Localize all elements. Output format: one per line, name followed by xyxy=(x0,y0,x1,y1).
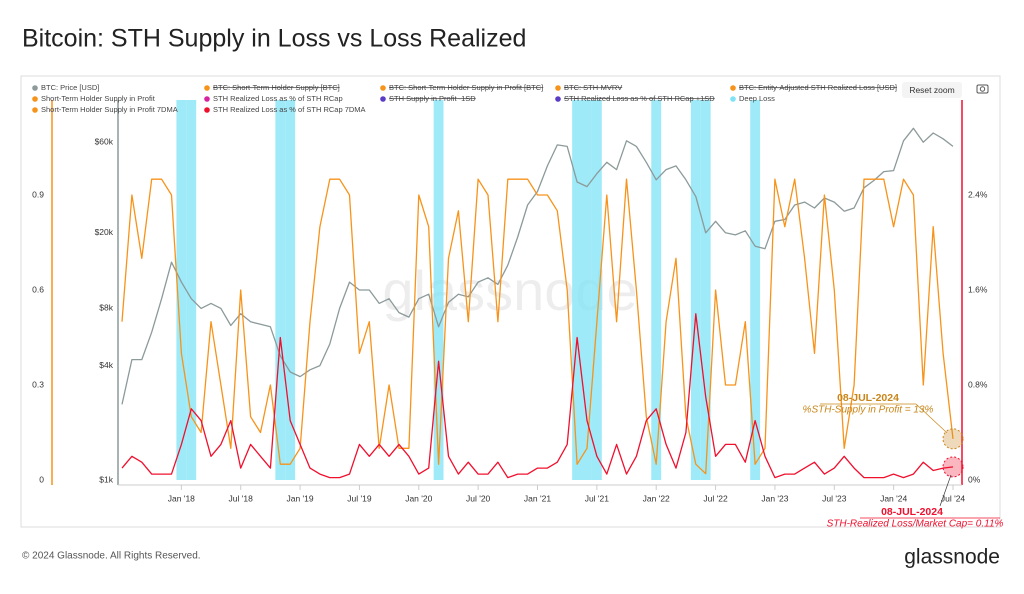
legend-label[interactable]: Short-Term Holder Supply in Profit xyxy=(41,94,156,103)
legend-label[interactable]: BTC: Price [USD] xyxy=(41,83,99,92)
legend-symbol[interactable] xyxy=(380,85,386,91)
legend-symbol[interactable] xyxy=(32,107,38,113)
legend-symbol[interactable] xyxy=(204,107,210,113)
y-tick-label: 0.3 xyxy=(32,379,44,389)
x-tick-label: Jul '20 xyxy=(466,493,491,503)
x-tick-label: Jan '20 xyxy=(405,493,432,503)
legend-symbol[interactable] xyxy=(204,96,210,102)
deep-loss-band xyxy=(750,100,761,480)
legend-symbol[interactable] xyxy=(730,96,736,102)
x-tick-label: Jan '21 xyxy=(524,493,551,503)
legend-symbol[interactable] xyxy=(32,96,38,102)
legend-symbol[interactable] xyxy=(555,96,561,102)
series-line xyxy=(121,178,954,475)
price-tick-label: $4k xyxy=(99,360,113,370)
x-tick-label: Jul '18 xyxy=(229,493,254,503)
x-tick-label: Jan '23 xyxy=(761,493,788,503)
reset-zoom-button[interactable] xyxy=(902,82,962,98)
page-title: Bitcoin: STH Supply in Loss vs Loss Real… xyxy=(22,25,526,53)
legend-label[interactable]: STH Supply in Profit -1SD xyxy=(389,94,476,103)
x-tick-label: Jan '24 xyxy=(880,493,907,503)
deep-loss-band xyxy=(572,100,583,480)
x-tick-label: Jul '21 xyxy=(585,493,610,503)
legend-symbol[interactable] xyxy=(204,85,210,91)
deep-loss-band xyxy=(651,100,662,480)
y-tick-label: 0 xyxy=(39,474,44,484)
legend-label[interactable]: Short-Term Holder Supply in Profit 7DMA xyxy=(41,105,178,114)
legend-label[interactable]: BTC: Short-Term Holder Supply [BTC] xyxy=(213,83,340,92)
deep-loss-band xyxy=(176,100,187,480)
annotation-text: STH-Realized Loss/Market Cap= 0.11% xyxy=(827,519,1004,530)
deep-loss-band xyxy=(186,100,197,480)
x-tick-label: Jan '22 xyxy=(643,493,670,503)
x-tick-label: Jan '18 xyxy=(168,493,195,503)
camera-lens[interactable] xyxy=(979,86,986,92)
x-tick-label: Jan '19 xyxy=(286,493,313,503)
annotation-date: 08-JUL-2024 xyxy=(881,506,943,518)
annotation-text: %STH-Supply in Profit = 13% xyxy=(803,405,934,416)
x-tick-label: Jul '22 xyxy=(703,493,728,503)
price-tick-label: $60k xyxy=(95,136,114,146)
footer: © 2024 Glassnode. All Rights Reserved. xyxy=(22,551,201,562)
deep-loss-band xyxy=(700,100,711,480)
price-tick-label: $1k xyxy=(99,474,113,484)
price-tick-label: $20k xyxy=(95,227,114,237)
price-tick-label: $8k xyxy=(99,303,113,313)
x-tick-label: Jul '23 xyxy=(822,493,847,503)
series-line xyxy=(121,313,954,479)
y-tick-label: 0.6 xyxy=(32,284,44,294)
series-line xyxy=(121,127,954,405)
annotation-marker xyxy=(942,456,964,478)
legend-symbol[interactable] xyxy=(32,85,38,91)
y-tick-label: 0.9 xyxy=(32,189,44,199)
deep-loss-band xyxy=(275,100,286,480)
legend-label[interactable]: BTC: Entity-Adjusted STH Realized Loss [… xyxy=(739,83,897,92)
x-tick-label: Jul '19 xyxy=(347,493,372,503)
legend-symbol[interactable] xyxy=(380,96,386,102)
deep-loss-band xyxy=(285,100,296,480)
deep-loss-band xyxy=(690,100,701,480)
y2-tick-label: 0% xyxy=(968,474,981,484)
y2-tick-label: 2.4% xyxy=(968,189,988,199)
annotation-marker xyxy=(942,428,964,450)
y2-tick-label: 0.8% xyxy=(968,379,988,389)
logo: glassnode xyxy=(904,546,1000,569)
legend-symbol[interactable] xyxy=(555,85,561,91)
annotation-leader xyxy=(915,403,948,434)
legend-symbol[interactable] xyxy=(730,85,736,91)
legend-label[interactable]: STH Realized Loss as % of STH RCap 7DMA xyxy=(213,105,366,114)
y2-tick-label: 1.6% xyxy=(968,284,988,294)
x-tick-label: Jul '24 xyxy=(941,493,966,503)
legend-label[interactable]: Deep Loss xyxy=(739,94,775,103)
reset-zoom-label[interactable]: Reset zoom xyxy=(909,85,954,95)
deep-loss-band xyxy=(433,100,444,480)
legend-label[interactable]: STH Realized Loss as % of STH RCap +1SD xyxy=(564,94,715,103)
legend-label[interactable]: STH Realized Loss as % of STH RCap xyxy=(213,94,343,103)
legend-label[interactable]: BTC: Short-Term Holder Supply in Profit … xyxy=(389,83,543,92)
deep-loss-band xyxy=(582,100,592,480)
deep-loss-band xyxy=(591,100,602,480)
annotation-date: 08-JUL-2024 xyxy=(837,392,899,404)
legend-label[interactable]: BTC: STH-MVRV xyxy=(564,83,622,92)
camera-icon[interactable] xyxy=(976,84,989,94)
annotation-leader xyxy=(939,474,952,507)
